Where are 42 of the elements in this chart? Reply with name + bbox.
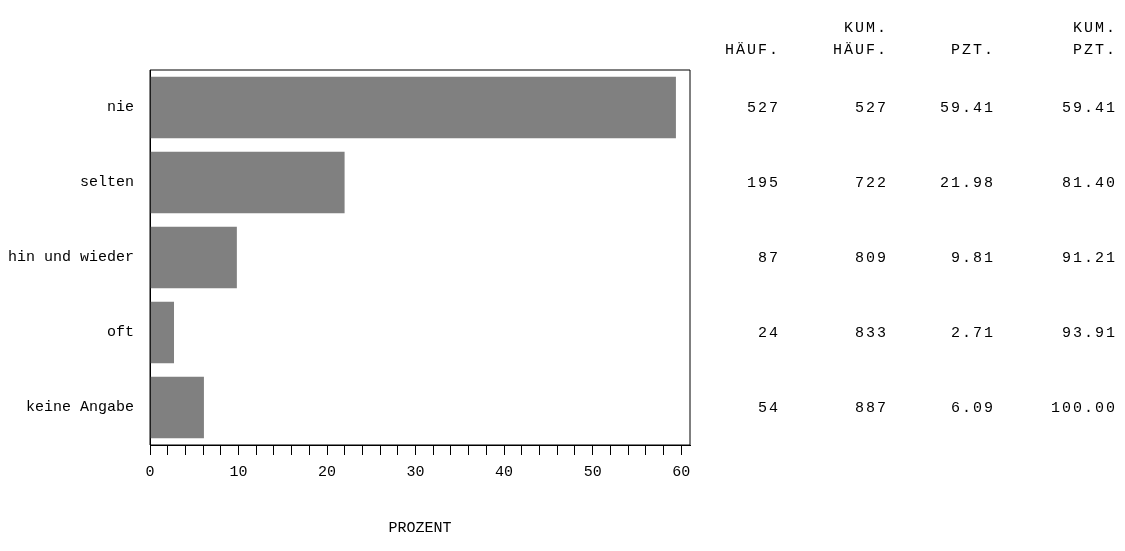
x-tick-label: 20 [318, 463, 337, 481]
text: 93.91 [1061, 323, 1117, 344]
text: 54 [757, 398, 780, 419]
data-label: 59.41 [939, 99, 995, 117]
text: 527 [854, 99, 888, 117]
bar [150, 76, 676, 139]
text: 91.21 [1061, 248, 1117, 269]
y-tick-label: nie [107, 99, 135, 117]
y-tick-label: hin und wieder [7, 249, 135, 267]
text: PZT. [950, 42, 995, 59]
text: 833 [854, 324, 888, 342]
text: 722 [854, 174, 888, 192]
x-tick-label: 40 [495, 463, 514, 481]
text: 100.00 [1050, 398, 1117, 419]
data-label: 2.71 [950, 324, 995, 342]
y-tick-label: selten [80, 174, 135, 192]
data-label: 9.81 [950, 249, 995, 267]
x-tick-label: 30 [406, 463, 425, 481]
y-tick-label: keine Angabe [25, 399, 135, 417]
x-tick-label: 0 [145, 463, 155, 481]
text: KUM. PZT. [1072, 19, 1117, 61]
text: 59.41 [1061, 98, 1117, 119]
y-tick-label: oft [107, 324, 135, 342]
text: 527 [746, 98, 780, 119]
text: 24 [757, 323, 780, 344]
x-tick-label: 50 [583, 463, 602, 481]
data-label: 6.09 [950, 399, 995, 417]
x-tick-label: 10 [229, 463, 248, 481]
text: 87 [757, 248, 780, 269]
text: 887 [854, 399, 888, 417]
data-label: 21.98 [939, 174, 995, 192]
bar [150, 301, 175, 364]
text: 195 [746, 173, 780, 194]
text: 81.40 [1061, 173, 1117, 194]
text: HÄUF. [724, 41, 780, 61]
text: 809 [854, 249, 888, 267]
x-tick-label: 60 [672, 463, 691, 481]
text: KUM. HÄUF. [832, 20, 888, 59]
x-axis-title: PROZENT [388, 519, 452, 537]
bar [150, 226, 237, 289]
bar [150, 151, 345, 214]
bar [150, 376, 204, 439]
